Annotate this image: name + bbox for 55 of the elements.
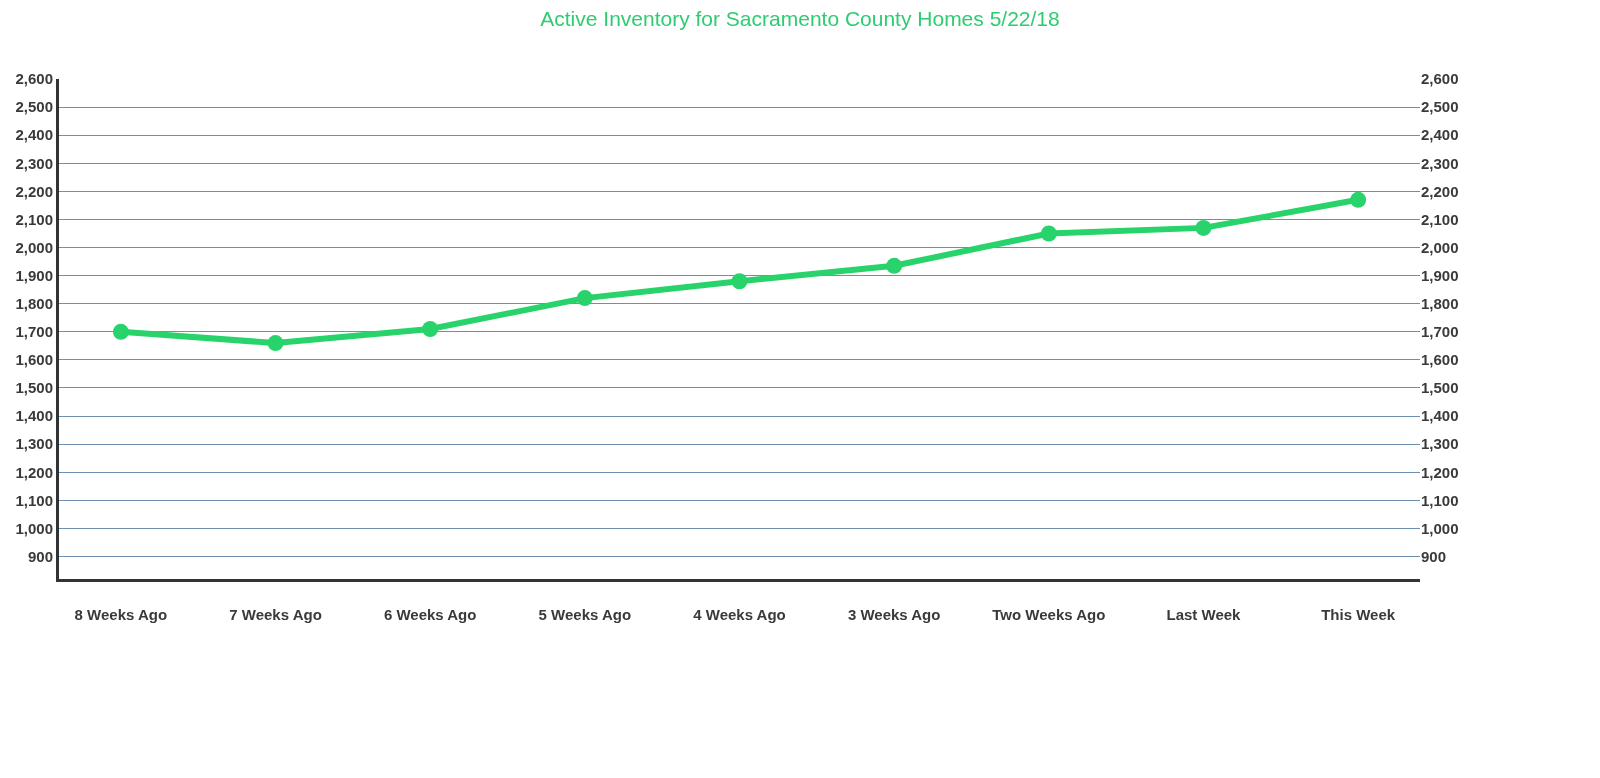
point <box>731 273 748 290</box>
x-tick-label: Two Weeks Ago <box>992 606 1106 623</box>
x-tick-label: 5 Weeks Ago <box>538 606 632 623</box>
y-tick-label: 900 <box>27 547 53 565</box>
y-tick-label: 1,100 <box>15 491 53 509</box>
point <box>1195 219 1212 236</box>
y2-tick-label: 2,000 <box>1421 238 1459 256</box>
y-tick-label: 1,200 <box>15 463 53 481</box>
y-tick-label: 1,300 <box>15 435 53 453</box>
y-tick-label: 2,300 <box>15 154 53 172</box>
point <box>422 321 439 337</box>
y-tick-label: 1,000 <box>15 519 53 537</box>
y2-tick-label: 2,400 <box>1421 126 1459 144</box>
x-tick-label: Last Week <box>1166 606 1242 623</box>
point <box>1350 191 1367 208</box>
x-tick-label: 4 Weeks Ago <box>693 606 786 623</box>
y-tick-label: 1,900 <box>15 266 53 284</box>
y2-tick-label: 1,200 <box>1421 463 1459 481</box>
y2-tick-label: 900 <box>1421 547 1447 565</box>
y-tick-label: 2,600 <box>15 70 53 88</box>
y2-tick-label: 1,500 <box>1421 379 1459 397</box>
point <box>576 290 593 307</box>
y-tick-label: 1,800 <box>15 294 53 312</box>
y2-tick-label: 1,400 <box>1421 407 1459 425</box>
y2-tick-label: 2,500 <box>1421 98 1459 116</box>
y-tick-label: 2,400 <box>15 126 53 144</box>
y2-tick-label: 2,100 <box>1421 210 1459 228</box>
y2-tick-label: 1,700 <box>1421 323 1459 341</box>
y2-tick-label: 1,900 <box>1421 266 1459 284</box>
y-tick-label: 2,200 <box>15 182 53 200</box>
y2-tick-label: 2,600 <box>1421 70 1459 88</box>
y-tick-label: 1,700 <box>15 323 53 341</box>
y2-tick-label: 2,200 <box>1421 182 1459 200</box>
point <box>112 323 129 340</box>
point <box>267 335 284 352</box>
y2-tick-label: 1,800 <box>1421 294 1459 312</box>
y2-tick-label: 1,100 <box>1421 491 1459 509</box>
y-tick-label: 2,000 <box>15 238 53 256</box>
y-tick-label: 1,600 <box>15 351 53 369</box>
chart-title: Active Inventory for Sacramento County Homes 5/22/18 <box>540 7 1060 31</box>
y-tick-label: 2,500 <box>15 98 53 116</box>
x-tick-label: 8 Weeks Ago <box>74 606 168 623</box>
y2-tick-label: 1,600 <box>1421 351 1459 369</box>
y2-tick-label: 2,300 <box>1421 154 1459 172</box>
y2-tick-label: 1,300 <box>1421 435 1459 453</box>
x-tick-label: This Week <box>1321 606 1396 623</box>
y2-tick-label: 1,000 <box>1421 519 1459 537</box>
x-tick-label: 7 Weeks Ago <box>229 606 322 623</box>
y-tick-label: 2,100 <box>15 210 53 228</box>
x-tick-label: 3 Weeks Ago <box>847 606 941 623</box>
x-tick-label: 6 Weeks Ago <box>383 606 477 623</box>
y-tick-label: 1,400 <box>15 407 53 425</box>
point <box>1040 225 1057 242</box>
point <box>886 257 903 274</box>
y-tick-label: 1,500 <box>15 379 53 397</box>
